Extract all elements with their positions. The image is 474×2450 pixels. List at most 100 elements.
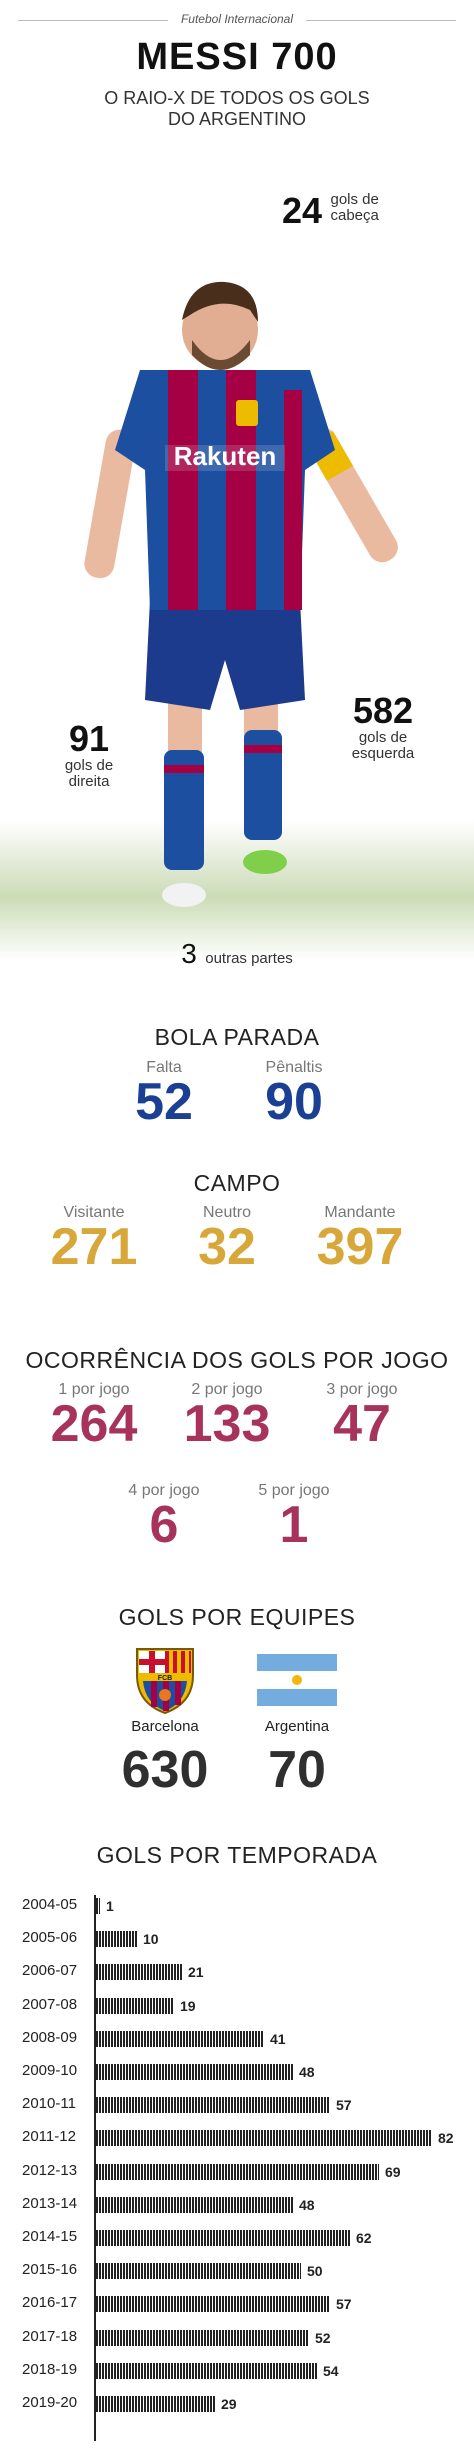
falta-label: Falta <box>146 1059 182 1076</box>
season-bar-value: 1 <box>106 1898 114 1914</box>
season-bar-value: 48 <box>299 2196 315 2213</box>
divider <box>18 20 168 21</box>
ocorrencia-label: 4 por jogo <box>128 1482 200 1499</box>
barcelona-crest-icon: FCB <box>136 1648 194 1715</box>
falta-value: 52 <box>135 1073 193 1131</box>
season-bar <box>96 2030 264 2047</box>
section-title-bola-parada: BOLA PARADA <box>154 1024 320 1050</box>
penaltis-label: Pênaltis <box>265 1059 323 1076</box>
jersey-sponsor-text: Rakuten <box>174 441 277 471</box>
season-bar <box>96 2296 330 2313</box>
season-label: 2010-11 <box>22 2095 76 2113</box>
head-goals-label: gols de <box>330 191 379 208</box>
season-label: 2008-09 <box>22 2028 78 2046</box>
mandante-label: Mandante <box>324 1204 396 1221</box>
argentina-goals-value: 70 <box>268 1741 326 1799</box>
season-bar-value: 48 <box>299 2064 315 2080</box>
barcelona-goals-value: 630 <box>121 1741 209 1799</box>
player-illustration: Rakuten <box>84 281 398 907</box>
season-label: 2018-19 <box>22 2360 78 2378</box>
season-bar <box>96 2163 379 2180</box>
section-tagline: Futebol Internacional <box>180 12 294 26</box>
season-label: 2004-05 <box>22 1896 78 1913</box>
season-bar-value: 21 <box>188 1964 204 1981</box>
ocorrencia-label: 3 por jogo <box>326 1381 398 1398</box>
section-title-equipes: GOLS POR EQUIPES <box>118 1604 356 1630</box>
season-label: 2011-12 <box>22 2128 76 2146</box>
season-label: 2014-15 <box>22 2228 78 2245</box>
header-tagline-row: Futebol Internacional <box>0 10 474 30</box>
grass-background <box>0 820 474 960</box>
season-bar <box>96 1964 182 1981</box>
visitante-label: Visitante <box>63 1204 125 1221</box>
season-bar <box>96 2230 350 2246</box>
season-bar-value: 54 <box>323 2362 339 2379</box>
season-label: 2005-06 <box>22 1929 78 1947</box>
season-bar <box>96 2130 432 2147</box>
ocorrencia-value: 6 <box>149 1496 179 1554</box>
argentina-label: Argentina <box>264 1718 330 1735</box>
mandante-value: 397 <box>316 1218 404 1276</box>
left-foot-callout: 582 gols de esquerda <box>328 692 438 762</box>
crest-text: FCB <box>158 1675 172 1682</box>
ocorrencia-value: 1 <box>279 1496 309 1554</box>
season-bar-value: 41 <box>270 2030 286 2047</box>
right-foot-value: 91 <box>68 718 110 759</box>
ocorrencia-value: 47 <box>333 1395 391 1453</box>
head-goals-value: 24 <box>282 190 323 231</box>
season-bar-value: 29 <box>221 2396 237 2412</box>
player-photo-area: Rakuten 24 gols de cabeça 91 gols de dir… <box>0 190 474 969</box>
season-bar-value: 19 <box>180 1997 196 2014</box>
season-bar <box>96 1997 174 2014</box>
head-goals-label: cabeça <box>330 207 379 224</box>
season-label: 2007-08 <box>22 1995 78 2013</box>
ocorrencia-value: 133 <box>183 1395 271 1453</box>
season-bar-value: 69 <box>385 2163 401 2180</box>
left-foot-label: esquerda <box>351 745 415 762</box>
season-bar-value: 82 <box>438 2130 454 2147</box>
season-bar <box>96 2396 215 2412</box>
page-subtitle: O RAIO-X DE TODOS OS GOLS DO ARGENTINO <box>0 88 474 130</box>
section-title-ocorrencia: OCORRÊNCIA DOS GOLS POR JOGO <box>25 1347 449 1373</box>
right-foot-label: gols de <box>64 757 114 774</box>
ocorrencia-label: 2 por jogo <box>191 1381 263 1398</box>
ocorrencia-label: 5 por jogo <box>258 1482 330 1499</box>
season-bar <box>96 2329 309 2346</box>
divider <box>306 20 456 21</box>
left-foot-label: gols de <box>358 729 408 746</box>
barcelona-label: Barcelona <box>131 1718 199 1735</box>
chart-title: GOLS POR TEMPORADA <box>96 1842 378 1868</box>
visitante-value: 271 <box>50 1218 138 1276</box>
penaltis-value: 90 <box>265 1073 323 1131</box>
season-label: 2009-10 <box>22 2062 78 2079</box>
season-bar <box>96 2064 293 2080</box>
other-parts-label: outras partes <box>205 950 293 967</box>
season-bar <box>96 2097 330 2114</box>
season-label: 2006-07 <box>22 1962 78 1980</box>
season-bar-value: 57 <box>336 2097 352 2114</box>
neutro-label: Neutro <box>202 1204 252 1221</box>
section-title-campo: CAMPO <box>193 1170 281 1196</box>
season-bar-value: 50 <box>307 2263 323 2280</box>
season-label: 2013-14 <box>22 2194 78 2212</box>
season-bar <box>96 2263 301 2280</box>
subtitle-line: O RAIO-X DE TODOS OS GOLS <box>104 88 370 108</box>
other-parts-callout: 3 outras partes <box>0 938 474 970</box>
ocorrencia-label: 1 por jogo <box>58 1381 130 1398</box>
season-bar-value: 62 <box>356 2230 372 2246</box>
right-foot-callout: 91 gols de direita <box>44 720 134 790</box>
season-label: 2016-17 <box>22 2294 78 2312</box>
neutro-value: 32 <box>198 1218 256 1276</box>
other-parts-value: 3 <box>181 938 197 969</box>
argentina-flag-icon <box>257 1654 337 1706</box>
season-label: 2017-18 <box>22 2327 78 2345</box>
season-bar-value: 10 <box>143 1931 159 1948</box>
season-bar <box>96 1898 100 1914</box>
season-label: 2015-16 <box>22 2261 78 2279</box>
season-bar <box>96 2362 317 2379</box>
page-title: MESSI 700 <box>136 36 338 78</box>
season-bar <box>96 2196 293 2213</box>
season-label: 2012-13 <box>22 2161 78 2179</box>
season-bar-value: 52 <box>315 2329 331 2346</box>
right-foot-label: direita <box>68 773 110 790</box>
